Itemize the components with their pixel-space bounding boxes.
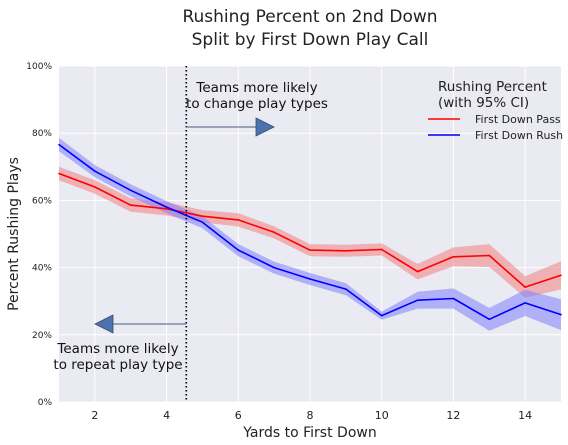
grid: [59, 65, 561, 403]
data-point-1: [345, 288, 347, 290]
legend-label-pass: First Down Pass: [475, 113, 561, 126]
data-point-1: [237, 249, 240, 251]
x-axis-label: Yards to First Down: [242, 425, 376, 441]
x-tick-label: 12: [446, 409, 460, 422]
data-point-1: [524, 302, 526, 304]
data-point-0: [309, 249, 311, 251]
data-point-1: [165, 206, 168, 208]
y-tick-label: 0%: [38, 398, 53, 408]
x-tick-label: 2: [91, 409, 98, 422]
data-point-0: [58, 172, 60, 175]
data-point-0: [94, 186, 96, 188]
data-point-0: [201, 215, 204, 217]
data-point-1: [58, 143, 60, 146]
data-point-1: [94, 170, 96, 172]
data-point-0: [165, 208, 168, 210]
chart-title-line1: Rushing Percent on 2nd Down: [182, 7, 437, 27]
annotation-right-line2: to change play types: [186, 96, 328, 112]
y-tick-label: 40%: [32, 264, 52, 274]
data-point-1: [560, 313, 562, 316]
data-point-1: [129, 189, 132, 192]
annotation-left-line2: to repeat play type: [53, 357, 182, 373]
annotation-left-line1: Teams more likely: [56, 341, 178, 357]
annotation-right-line1: Teams more likely: [195, 80, 317, 96]
data-point-0: [380, 248, 383, 251]
y-axis-label: Percent Rushing Plays: [6, 157, 22, 311]
data-point-0: [237, 219, 240, 221]
legend-label-rush: First Down Rush: [475, 129, 563, 142]
data-point-1: [452, 297, 455, 300]
y-tick-label: 60%: [32, 196, 52, 206]
series-lines: [58, 143, 562, 321]
data-point-0: [524, 286, 526, 288]
left-arrow: [94, 314, 186, 334]
y-tick-label: 80%: [32, 129, 52, 139]
data-point-0: [129, 204, 132, 206]
legend-title-line1: Rushing Percent: [438, 79, 547, 95]
right-arrow: [186, 117, 275, 137]
data-point-0: [560, 274, 562, 277]
data-point-1: [309, 278, 311, 280]
right-arrow-head: [255, 117, 275, 137]
y-tick-label: 100%: [26, 62, 52, 72]
legend: Rushing Percent (with 95% CI) First Down…: [428, 79, 563, 142]
x-tick-labels: 2 4 6 8 10 12 14: [91, 409, 532, 422]
data-point-1: [273, 266, 275, 269]
x-tick-label: 4: [163, 409, 170, 422]
legend-title-line2: (with 95% CI): [438, 95, 529, 111]
data-point-0: [345, 250, 347, 252]
x-tick-label: 14: [518, 409, 532, 422]
data-point-0: [452, 256, 455, 258]
data-point-1: [488, 318, 491, 321]
y-tick-labels: 0% 20% 40% 60% 80% 100%: [26, 62, 52, 408]
data-point-1: [416, 299, 419, 301]
x-tick-label: 8: [307, 409, 314, 422]
data-point-0: [416, 270, 419, 273]
x-tick-label: 10: [375, 409, 389, 422]
chart-title-line2: Split by First Down Play Call: [192, 30, 429, 50]
data-point-0: [488, 254, 491, 257]
data-point-1: [380, 314, 383, 317]
data-point-1: [201, 221, 204, 224]
left-arrow-head: [94, 314, 114, 334]
y-tick-label: 20%: [32, 331, 52, 341]
data-point-0: [273, 231, 275, 234]
ci-band-1: [59, 137, 561, 331]
x-tick-label: 6: [235, 409, 242, 422]
